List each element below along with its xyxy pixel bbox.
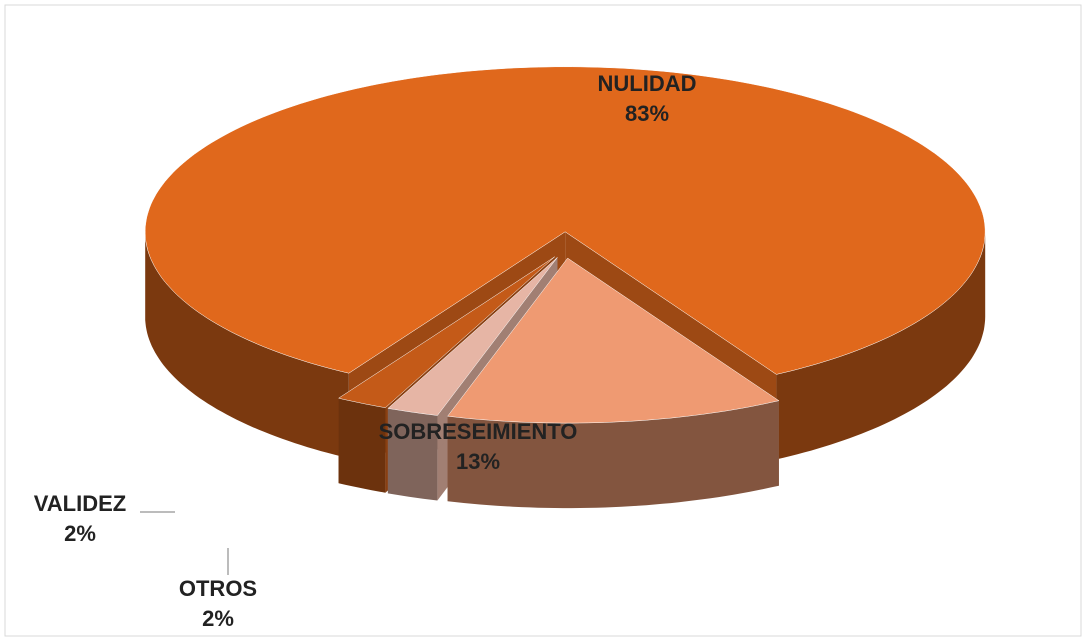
data-label-value: 2% (64, 521, 96, 546)
slice-top (387, 257, 558, 416)
data-label-name: OTROS (179, 576, 257, 601)
data-label-name: VALIDEZ (34, 491, 126, 516)
data-label-name: NULIDAD (598, 71, 697, 96)
data-label-value: 13% (456, 449, 500, 474)
slice-top (337, 256, 556, 408)
slice-side (387, 408, 438, 501)
slice-top (144, 66, 986, 375)
slice-side (447, 400, 779, 509)
data-label-value: 83% (625, 101, 669, 126)
slice (447, 257, 780, 509)
slice-side (776, 231, 986, 460)
slice-side (338, 398, 386, 493)
slice-top (447, 257, 780, 424)
slice-side (145, 231, 349, 459)
data-label-value: 2% (202, 606, 234, 631)
pie (144, 66, 986, 509)
data-label-name: SOBRESEIMIENTO (379, 419, 578, 444)
